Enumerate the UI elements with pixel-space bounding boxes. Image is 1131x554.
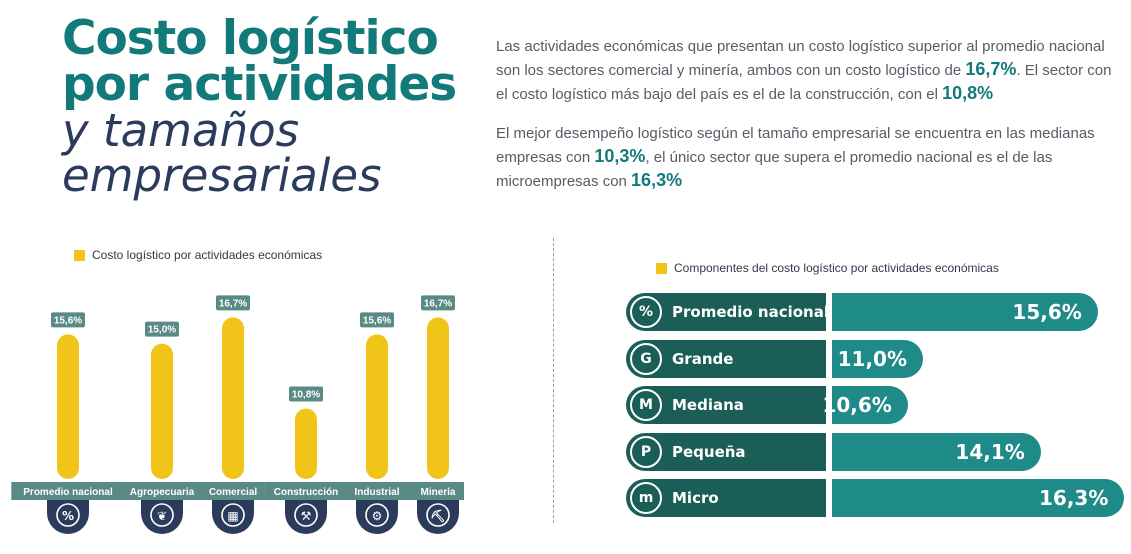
value-label-bg <box>216 295 250 311</box>
category-label-bg <box>201 482 265 500</box>
value-label-bg <box>145 321 179 337</box>
bar-value-label: 15,6% <box>363 315 391 326</box>
bar <box>151 343 173 479</box>
icon-glyph: ⛏ <box>430 509 445 523</box>
title-line-2: por actividades <box>62 57 457 112</box>
intro-text: Las actividades económicas que presentan… <box>496 35 1116 209</box>
mining-cart-icon <box>417 500 459 534</box>
icon-glyph: ⚙ <box>372 509 383 523</box>
bar <box>57 334 79 479</box>
icon-ring <box>365 503 389 527</box>
component-bar <box>832 293 1098 331</box>
category-label-bg <box>11 482 125 500</box>
value-label-bg <box>421 295 455 311</box>
category-label: Construcción <box>274 487 338 498</box>
title-line-4: empresariales <box>62 149 382 202</box>
highlight-value: 16,3% <box>631 170 683 190</box>
intro-p1-text-a: Las actividades económicas que presentan… <box>496 38 1105 79</box>
bar <box>366 334 388 479</box>
intro-paragraph-1: Las actividades económicas que presentan… <box>496 35 1116 106</box>
bar <box>427 317 449 479</box>
component-label: Pequeña <box>672 442 746 461</box>
component-bar <box>832 479 1125 517</box>
component-bar <box>832 432 1041 471</box>
icon-ring <box>294 503 318 527</box>
category-label: Minería <box>420 487 455 498</box>
right-chart-title: Componentes del costo logístico por acti… <box>674 261 999 275</box>
component-label: Micro <box>672 489 719 507</box>
icon-glyph: ❦ <box>157 509 167 523</box>
highlight-value: 16,7% <box>965 59 1017 79</box>
component-bar <box>832 339 923 378</box>
plant-icon <box>141 500 183 534</box>
component-value: 10,6% <box>822 393 892 417</box>
icon-ring <box>56 503 80 527</box>
title-line-3: y tamaños <box>62 104 300 157</box>
title-line-1: Costo logístico <box>62 11 439 66</box>
company-size-icon: m <box>630 482 662 514</box>
bar <box>295 408 317 479</box>
right-chart-legend: Componentes del costo logístico por acti… <box>656 261 999 275</box>
icon-ring <box>221 503 245 527</box>
bar-value-label: 10,8% <box>292 390 320 401</box>
component-label: Promedio nacional <box>672 303 829 321</box>
highlight-value: 10,8% <box>942 83 994 103</box>
intro-paragraph-2: El mejor desempeño logístico según el ta… <box>496 122 1116 193</box>
category-label-bg <box>412 482 464 500</box>
value-label-bg <box>289 386 323 402</box>
bar-value-label: 16,7% <box>424 298 452 309</box>
component-row: G Grande 11,0% <box>626 339 923 378</box>
page-title: Costo logístico por actividades y tamaño… <box>62 11 482 202</box>
legend-swatch <box>656 262 667 274</box>
bar-value-label: 16,7% <box>219 298 247 309</box>
category-label: Promedio nacional <box>23 487 113 498</box>
icon-glyph: ⚒ <box>301 509 312 523</box>
category-label-bg <box>342 482 412 500</box>
icon-ring <box>426 503 450 527</box>
component-row: m Micro 16,3% <box>626 479 1125 517</box>
left-chart-legend: Costo logístico por actividades económic… <box>74 248 322 262</box>
divider <box>553 238 554 523</box>
percent-icon: % <box>630 296 662 328</box>
component-value: 11,0% <box>837 346 907 371</box>
intro-p1-text-b: . El sector con el costo logístico más b… <box>496 62 1112 103</box>
category-label: Industrial <box>354 487 399 498</box>
category-label-bg <box>264 482 348 500</box>
construction-icon <box>285 500 327 534</box>
company-size-icon: P <box>630 435 662 468</box>
highlight-value: 10,3% <box>594 146 646 166</box>
industry-icon <box>356 500 398 534</box>
component-value: 14,1% <box>955 439 1025 464</box>
intro-p2-text-a: El mejor desempeño logístico según el ta… <box>496 125 1095 166</box>
value-label-bg <box>51 312 85 328</box>
icon-ring <box>150 503 174 527</box>
bar-value-label: 15,0% <box>148 325 176 336</box>
component-row: % Promedio nacional 15,6% <box>626 293 1098 331</box>
bar <box>222 317 244 479</box>
component-label: Grande <box>672 349 734 368</box>
component-value: 16,3% <box>1039 486 1109 510</box>
activities-bar-chart: 15,6% Promedio nacional% 15,0% Agropecuaria… <box>11 295 464 534</box>
company-size-icon: G <box>630 342 662 375</box>
component-row: P Pequeña 14,1% <box>626 432 1041 471</box>
shop-icon <box>212 500 254 534</box>
company-size-icon: M <box>630 389 662 421</box>
legend-swatch <box>74 249 85 261</box>
left-chart-title: Costo logístico por actividades económic… <box>92 248 323 262</box>
value-label-bg <box>360 312 394 328</box>
icon-glyph: ▦ <box>227 509 238 523</box>
component-value: 15,6% <box>1012 300 1082 324</box>
intro-p2-text-b: , el único sector que supera el promedio… <box>496 149 1053 190</box>
icon-glyph: % <box>62 509 74 523</box>
bar-value-label: 15,6% <box>54 315 82 326</box>
percent-icon <box>47 500 89 534</box>
category-label: Agropecuaria <box>130 487 195 498</box>
component-row: M Mediana 10,6% <box>626 386 908 424</box>
category-label-bg <box>120 482 204 500</box>
component-bar <box>832 386 908 424</box>
component-label: Mediana <box>672 396 744 414</box>
category-label: Comercial <box>209 487 258 498</box>
